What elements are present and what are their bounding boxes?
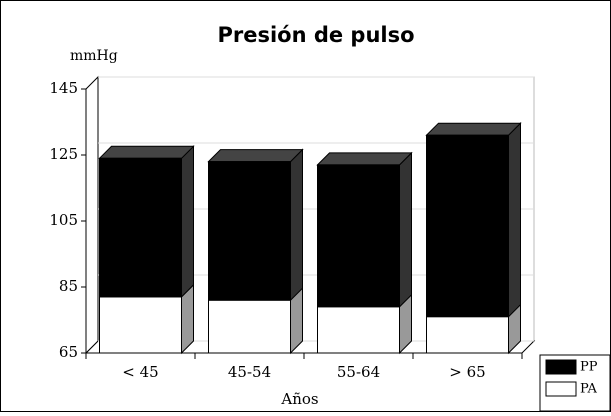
y-tick-label: 65 <box>59 343 78 361</box>
bar-top <box>98 145 195 159</box>
bar <box>208 299 291 354</box>
bar-top <box>425 122 522 136</box>
x-tick-label: < 45 <box>122 363 158 381</box>
bar <box>426 134 509 318</box>
x-tick-label: > 65 <box>449 363 485 381</box>
bar-side <box>399 151 412 309</box>
bar-top <box>207 149 304 163</box>
y-tick-label: 85 <box>59 277 78 295</box>
bar-side <box>290 148 303 302</box>
side-wall <box>85 75 99 355</box>
bar <box>99 296 182 354</box>
y-axis-label: mmHg <box>70 48 118 64</box>
bar <box>426 316 509 354</box>
legend-label: PP <box>580 360 598 375</box>
x-tick-label: 45-54 <box>228 363 271 381</box>
legend-label: PA <box>580 382 598 397</box>
y-tick-label: 125 <box>49 145 78 163</box>
legend-swatch <box>545 359 577 375</box>
bar <box>317 164 400 308</box>
x-tick-label: 55-64 <box>337 363 380 381</box>
bar-side <box>181 145 194 299</box>
bar <box>208 161 291 301</box>
y-tick-label: 105 <box>49 211 78 229</box>
x-axis-label: Años <box>280 390 318 408</box>
bar <box>99 157 182 298</box>
legend-swatch <box>545 381 577 397</box>
bar-side <box>508 121 521 318</box>
bar-top <box>316 152 413 166</box>
chart-title: Presión de pulso <box>217 23 414 47</box>
y-tick-label: 145 <box>49 79 78 97</box>
bar <box>317 306 400 354</box>
